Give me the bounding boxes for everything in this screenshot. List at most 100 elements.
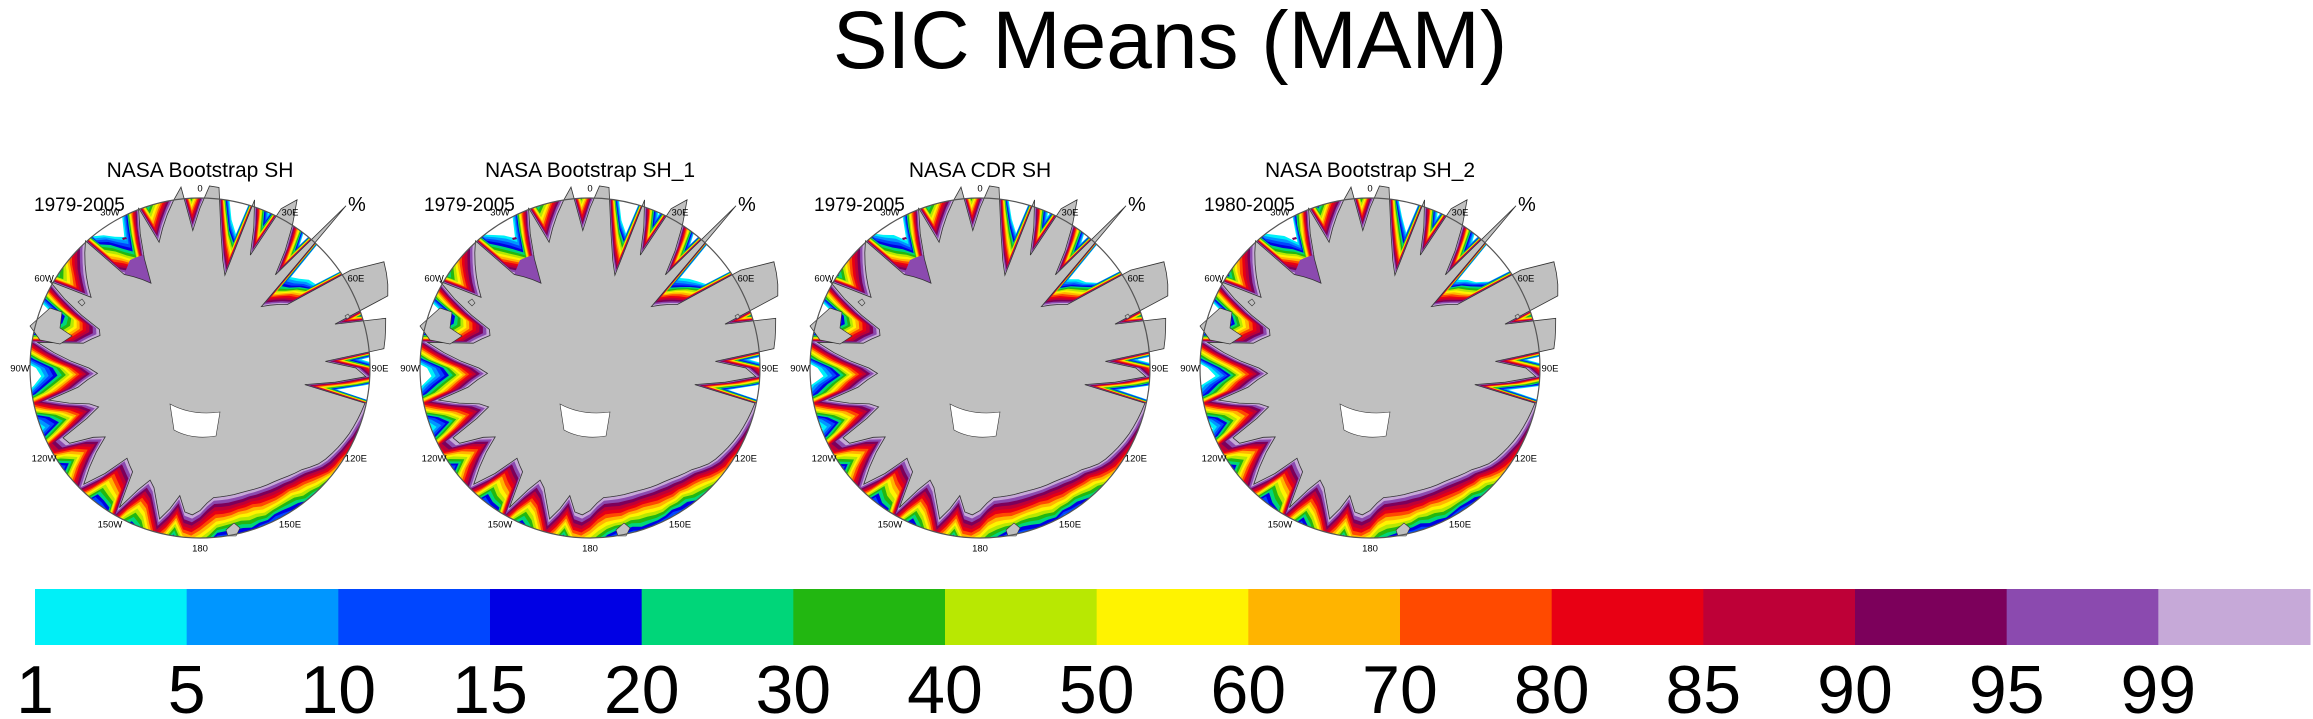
falklands-land [857, 298, 866, 307]
panel-period: 1980-2005 [1204, 195, 1295, 216]
longitude-label: 120W [1202, 454, 1227, 465]
longitude-label: 60W [1204, 274, 1224, 285]
longitude-label: 120W [812, 454, 837, 465]
panel-title: NASA CDR SH [909, 159, 1051, 182]
panel-units: % [1518, 194, 1536, 216]
south-america-land [419, 307, 463, 345]
colorbar-label: 80 [1514, 652, 1590, 719]
longitude-label: 150E [669, 519, 691, 530]
colorbar-label: 30 [755, 652, 831, 719]
map-boundary [419, 197, 761, 539]
colorbar-box [2158, 589, 2311, 645]
panel-period: 1979-2005 [814, 195, 905, 216]
ross-ice-shelf [1339, 403, 1391, 438]
longitude-label: 60W [424, 274, 444, 285]
colorbar-label: 5 [168, 652, 206, 719]
colorbar-box [641, 589, 794, 645]
longitude-label: 0 [197, 184, 202, 195]
longitude-label: 90E [762, 364, 779, 375]
map-panels: NASA Bootstrap SH 1979-2005 % 0 30E 60E 90E 120… [10, 159, 1559, 555]
colorbar: 1 5 10 15 20 30 40 50 60 70 80 85 90 95 99 [16, 589, 2311, 719]
longitude-label: 150W [488, 519, 513, 530]
longitude-label: 150W [98, 519, 123, 530]
panel-title: NASA Bootstrap SH_2 [1265, 159, 1475, 182]
island-land [344, 313, 351, 320]
falklands-land [77, 298, 86, 307]
antarctica-land [1206, 185, 1559, 520]
colorbar-label: 10 [300, 652, 376, 719]
longitude-label: 180 [972, 544, 988, 555]
panel-units: % [738, 194, 756, 216]
colorbar-box [1096, 589, 1249, 645]
longitude-label: 90W [10, 364, 30, 375]
new-zealand-land [1395, 522, 1411, 537]
longitude-label: 120E [735, 454, 757, 465]
colorbar-label: 50 [1059, 652, 1135, 719]
longitude-label: 30W [880, 208, 900, 219]
panel-title: NASA Bootstrap SH [107, 159, 294, 182]
longitude-label: 180 [192, 544, 208, 555]
longitude-label: 120E [1515, 454, 1537, 465]
longitude-label: 30E [672, 208, 689, 219]
colorbar-box [1400, 589, 1553, 645]
ross-ice-shelf [949, 403, 1001, 438]
panel-units: % [348, 194, 366, 216]
map-boundary [809, 197, 1151, 539]
colorbar-box [793, 589, 946, 645]
colorbar-box [186, 589, 339, 645]
colorbar-box [35, 589, 188, 645]
longitude-label: 0 [977, 184, 982, 195]
south-america-land [29, 307, 73, 345]
antarctica-land [36, 185, 389, 520]
island-land [1124, 313, 1131, 320]
longitude-label: 150E [1449, 519, 1471, 530]
longitude-label: 150E [1059, 519, 1081, 530]
island-land [902, 237, 907, 240]
longitude-label: 150W [878, 519, 903, 530]
colorbar-box [945, 589, 1098, 645]
longitude-label: 90W [790, 364, 810, 375]
longitude-label: 60E [1517, 274, 1534, 285]
falklands-land [467, 298, 476, 307]
colorbar-box [1855, 589, 2008, 645]
longitude-label: 150W [1268, 519, 1293, 530]
longitude-label: 90E [1542, 364, 1559, 375]
colorbar-label: 40 [907, 652, 983, 719]
longitude-label: 150E [279, 519, 301, 530]
longitude-label: 90E [372, 364, 389, 375]
colorbar-label: 99 [2120, 652, 2196, 719]
colorbar-label: 95 [1969, 652, 2045, 719]
colorbar-box [1248, 589, 1401, 645]
longitude-label: 60W [34, 274, 54, 285]
falklands-land [1247, 298, 1256, 307]
longitude-label: 60E [1127, 274, 1144, 285]
longitude-label: 180 [1362, 544, 1378, 555]
longitude-label: 120W [422, 454, 447, 465]
colorbar-label: 20 [604, 652, 680, 719]
colorbar-box [1551, 589, 1704, 645]
new-zealand-land [615, 522, 631, 537]
longitude-label: 120E [345, 454, 367, 465]
colorbar-box [490, 589, 643, 645]
ross-ice-shelf [169, 403, 221, 438]
longitude-label: 0 [587, 184, 592, 195]
island-land [1292, 237, 1297, 240]
new-zealand-land [225, 522, 241, 537]
island-land [122, 237, 127, 240]
colorbar-box [1703, 589, 1856, 645]
colorbar-label: 70 [1362, 652, 1438, 719]
antarctica-land [816, 185, 1169, 520]
colorbar-label: 85 [1665, 652, 1741, 719]
longitude-label: 90W [1180, 364, 1200, 375]
colorbar-label: 60 [1210, 652, 1286, 719]
colorbar-box [2006, 589, 2159, 645]
ross-ice-shelf [559, 403, 611, 438]
longitude-label: 120E [1125, 454, 1147, 465]
colorbar-label: 15 [452, 652, 528, 719]
longitude-label: 30E [1062, 208, 1079, 219]
longitude-label: 90W [400, 364, 420, 375]
longitude-label: 30W [490, 208, 510, 219]
colorbar-label: 90 [1817, 652, 1893, 719]
